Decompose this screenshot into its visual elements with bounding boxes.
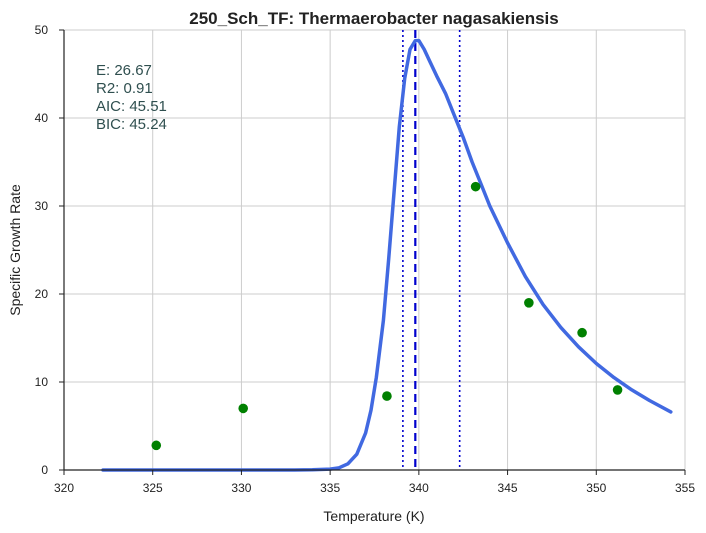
y-axis-label: Specific Growth Rate xyxy=(7,184,23,316)
stat-aic: AIC: 45.51 xyxy=(96,98,167,115)
x-tick-label: 350 xyxy=(586,481,606,495)
stat-bic: BIC: 45.24 xyxy=(96,116,167,133)
reference-lines xyxy=(402,30,461,470)
data-point xyxy=(470,181,481,192)
data-point xyxy=(524,298,534,308)
y-tick-label: 40 xyxy=(35,111,49,125)
data-point xyxy=(382,391,392,401)
stats-block: E: 26.67 R2: 0.91 AIC: 45.51 BIC: 45.24 xyxy=(96,62,167,133)
tick-labels: 320 325 330 335 340 345 350 355 0 10 20 30 40 50 xyxy=(35,23,696,495)
y-tick-label: 30 xyxy=(35,199,49,213)
x-tick-label: 335 xyxy=(320,481,340,495)
y-tick-label: 50 xyxy=(35,23,49,37)
x-tick-label: 325 xyxy=(143,481,163,495)
axes xyxy=(63,30,685,471)
x-tick-label: 330 xyxy=(231,481,251,495)
y-tick-label: 10 xyxy=(35,375,49,389)
fit-curve-group xyxy=(101,38,673,472)
data-point xyxy=(151,440,162,451)
stat-r2: R2: 0.91 xyxy=(96,80,153,97)
y-tick-label: 0 xyxy=(41,463,48,477)
stat-e: E: 26.67 xyxy=(96,62,152,79)
x-tick-label: 340 xyxy=(409,481,429,495)
fit-curve xyxy=(101,38,673,472)
data-point xyxy=(577,327,587,338)
data-points xyxy=(151,181,623,451)
grid xyxy=(64,29,686,470)
x-tick-label: 355 xyxy=(675,481,695,495)
x-axis-label: Temperature (K) xyxy=(323,508,424,524)
data-point xyxy=(238,403,249,414)
x-tick-label: 320 xyxy=(54,481,74,495)
x-tick-label: 345 xyxy=(498,481,518,495)
data-point xyxy=(612,385,623,395)
chart-title: 250_Sch_TF: Thermaerobacter nagasakiensi… xyxy=(189,9,558,28)
y-tick-label: 20 xyxy=(35,287,49,301)
